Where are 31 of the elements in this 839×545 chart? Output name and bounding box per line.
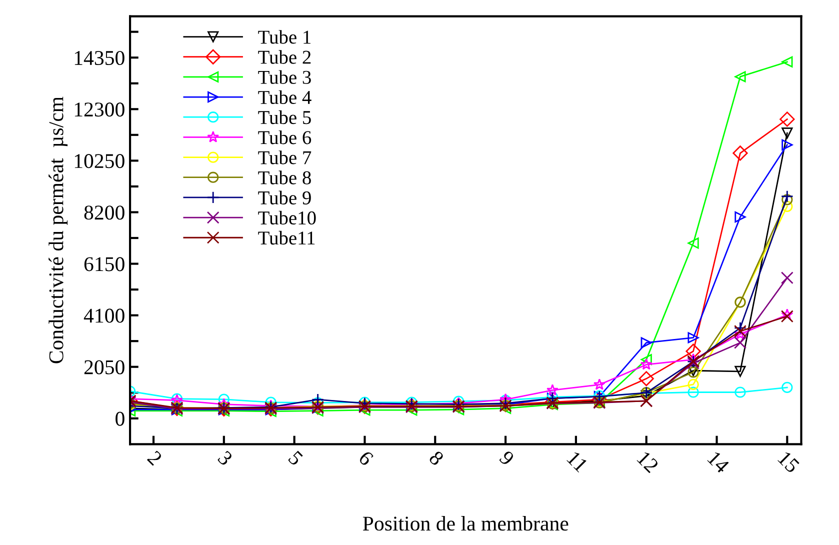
legend-label: Tube 6	[258, 130, 312, 144]
y-tick-label: 12300	[74, 102, 124, 117]
x-tick-label: 8	[428, 450, 445, 466]
legend-label: Tube10	[258, 210, 316, 225]
x-tick-label: 9	[498, 450, 515, 466]
x-tick-label: 11	[566, 450, 588, 473]
legend-label: Tube 7	[258, 150, 312, 164]
y-tick-label: 10250	[74, 154, 124, 168]
x-axis-title: Position de la membrane	[362, 516, 568, 531]
x-tick-label: 2	[146, 450, 163, 466]
x-tick-label: 12	[636, 450, 660, 474]
y-tick-label: 8200	[84, 206, 124, 220]
legend-label: Tube 3	[258, 70, 311, 84]
legend-label: Tube 8	[258, 170, 311, 184]
y-tick-label: 6150	[84, 257, 124, 272]
x-tick-label: 3	[217, 450, 234, 466]
y-tick-label: 0	[116, 412, 124, 426]
y-tick-label: 4100	[84, 308, 124, 323]
legend-label: Tube 4	[258, 90, 312, 104]
y-axis-title: Conductivité du perméat µs/cm	[48, 96, 68, 364]
x-tick-label: 6	[358, 450, 374, 466]
x-tick-label: 15	[777, 450, 800, 474]
legend-label: Tube 5	[258, 110, 311, 124]
x-tick-label: 14	[707, 450, 730, 474]
y-tick-label: 14350	[74, 50, 124, 66]
legend-label: Tube 1	[258, 30, 311, 44]
y-tick-label: 2050	[84, 360, 124, 374]
legend-label: Tube 2	[258, 50, 311, 64]
legend-label: Tube11	[258, 230, 315, 245]
legend-label: Tube 9	[258, 190, 311, 204]
x-tick-label: 5	[288, 450, 304, 466]
